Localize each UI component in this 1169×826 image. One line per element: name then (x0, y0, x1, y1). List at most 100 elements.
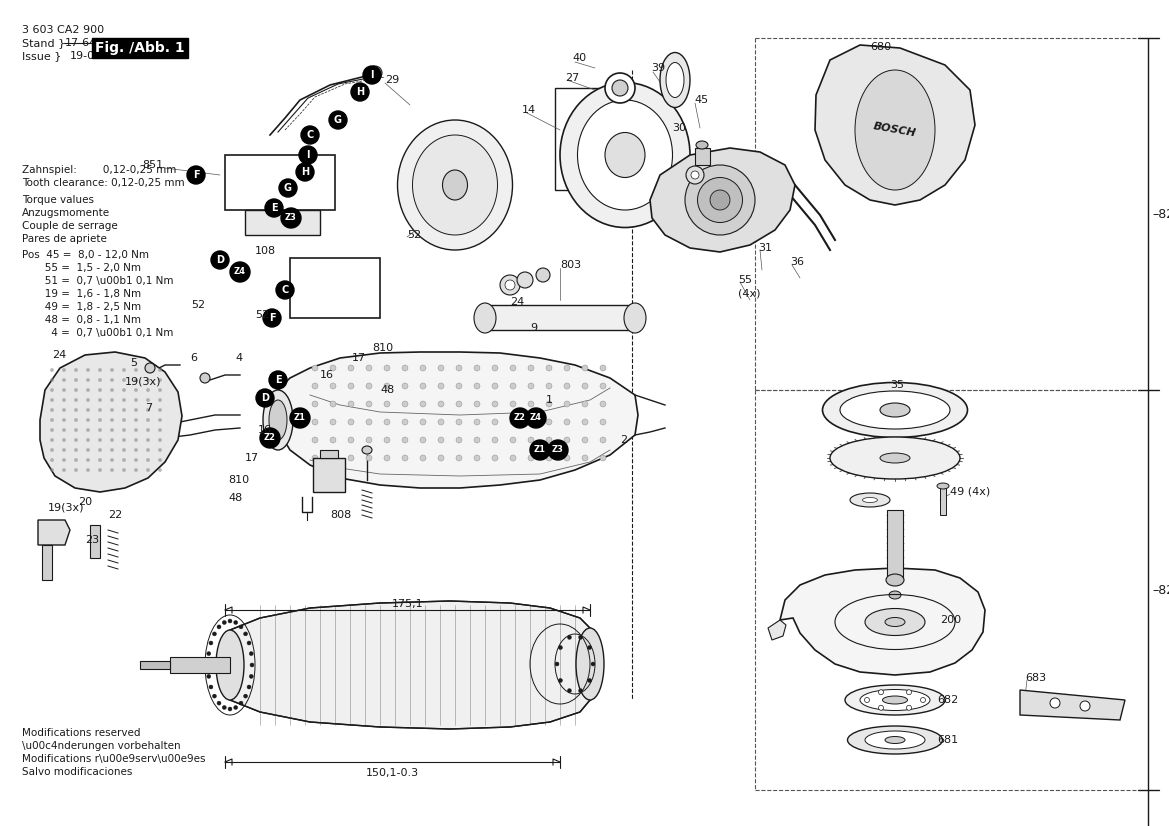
Circle shape (74, 458, 78, 462)
Circle shape (537, 268, 549, 282)
Text: D: D (261, 393, 269, 403)
Circle shape (296, 163, 314, 181)
Text: BOSCH: BOSCH (873, 121, 918, 139)
Circle shape (473, 383, 480, 389)
Text: 803: 803 (560, 260, 581, 270)
Circle shape (330, 365, 336, 371)
Text: G: G (284, 183, 292, 193)
Circle shape (98, 458, 102, 462)
Circle shape (210, 251, 229, 269)
Text: 40: 40 (572, 53, 586, 63)
Circle shape (492, 383, 498, 389)
Circle shape (582, 383, 588, 389)
Circle shape (473, 419, 480, 425)
Ellipse shape (938, 483, 949, 489)
Circle shape (234, 705, 237, 710)
Ellipse shape (696, 141, 708, 149)
Text: Z1: Z1 (534, 445, 546, 454)
Circle shape (74, 388, 78, 392)
Circle shape (510, 437, 516, 443)
Circle shape (62, 408, 65, 412)
Circle shape (517, 272, 533, 288)
Circle shape (878, 705, 884, 710)
Circle shape (256, 389, 274, 407)
Circle shape (74, 468, 78, 472)
Circle shape (158, 408, 161, 412)
Circle shape (74, 398, 78, 401)
Circle shape (87, 398, 90, 401)
Polygon shape (696, 148, 710, 165)
Circle shape (146, 439, 150, 442)
Circle shape (588, 646, 592, 649)
Text: Modifications r\u00e9serv\u00e9es: Modifications r\u00e9serv\u00e9es (22, 754, 206, 764)
Circle shape (98, 408, 102, 412)
Text: 851: 851 (141, 160, 164, 170)
Circle shape (312, 419, 318, 425)
Circle shape (134, 398, 138, 401)
Circle shape (98, 428, 102, 432)
Ellipse shape (855, 70, 935, 190)
Circle shape (87, 468, 90, 472)
Circle shape (366, 455, 372, 461)
Text: Z3: Z3 (285, 213, 297, 222)
Circle shape (110, 418, 113, 422)
Circle shape (62, 368, 65, 372)
Circle shape (546, 401, 552, 407)
Text: 4 =  0,7 \u00b1 0,1 Nm: 4 = 0,7 \u00b1 0,1 Nm (22, 328, 173, 338)
Ellipse shape (880, 403, 909, 417)
Text: 20: 20 (78, 497, 92, 507)
Circle shape (906, 705, 912, 710)
Circle shape (600, 419, 606, 425)
Circle shape (134, 439, 138, 442)
Text: 30: 30 (672, 123, 686, 133)
Circle shape (50, 408, 54, 412)
Polygon shape (1021, 690, 1125, 720)
Circle shape (579, 635, 582, 639)
Circle shape (348, 437, 354, 443)
Text: Issue }: Issue } (22, 51, 62, 61)
Circle shape (383, 455, 390, 461)
Circle shape (528, 437, 534, 443)
Circle shape (582, 419, 588, 425)
Polygon shape (39, 520, 70, 545)
Ellipse shape (666, 63, 684, 97)
Text: 49 =  1,8 - 2,5 Nm: 49 = 1,8 - 2,5 Nm (22, 302, 141, 312)
Ellipse shape (886, 574, 904, 586)
Circle shape (213, 632, 216, 636)
Circle shape (383, 365, 390, 371)
Ellipse shape (823, 382, 968, 438)
Text: 49 (4x): 49 (4x) (950, 487, 990, 497)
Circle shape (456, 419, 462, 425)
Circle shape (110, 428, 113, 432)
Text: 45: 45 (694, 95, 708, 105)
Polygon shape (245, 210, 320, 235)
Circle shape (134, 428, 138, 432)
Circle shape (110, 388, 113, 392)
Text: 17: 17 (245, 453, 260, 463)
Text: 9: 9 (530, 323, 537, 333)
Ellipse shape (883, 696, 907, 704)
Text: Z2: Z2 (514, 414, 526, 423)
Circle shape (600, 455, 606, 461)
Circle shape (348, 401, 354, 407)
Text: 39: 39 (651, 63, 665, 73)
Circle shape (348, 455, 354, 461)
Circle shape (134, 458, 138, 462)
Circle shape (146, 449, 150, 452)
Text: 29: 29 (385, 75, 400, 85)
Circle shape (87, 439, 90, 442)
Circle shape (299, 146, 317, 164)
Circle shape (263, 309, 281, 327)
Circle shape (123, 428, 126, 432)
Circle shape (473, 455, 480, 461)
Ellipse shape (863, 497, 878, 502)
Circle shape (438, 455, 444, 461)
Circle shape (50, 439, 54, 442)
Circle shape (228, 619, 231, 623)
Circle shape (222, 620, 227, 624)
Circle shape (563, 365, 570, 371)
Circle shape (158, 428, 161, 432)
Polygon shape (780, 568, 985, 675)
Circle shape (510, 455, 516, 461)
Circle shape (582, 437, 588, 443)
